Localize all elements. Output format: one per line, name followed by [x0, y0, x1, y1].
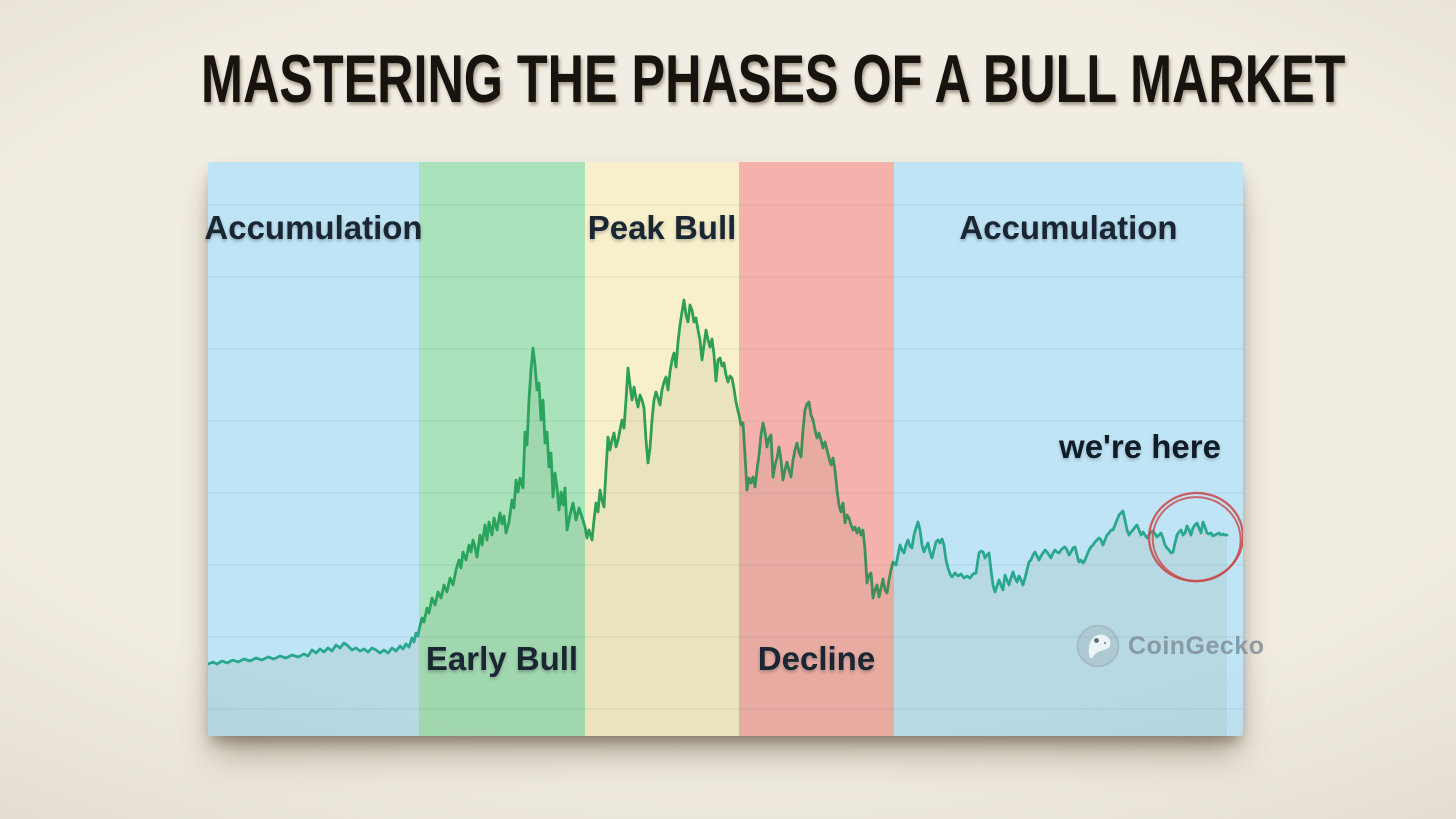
price-chart-svg — [208, 162, 1243, 736]
coingecko-wordmark: CoinGecko — [1128, 631, 1265, 660]
band-early-bull-1 — [419, 162, 585, 736]
coingecko-logo-icon — [1076, 624, 1120, 668]
price-line-early-bull-1 — [419, 346, 585, 637]
price-area-fill — [208, 300, 1227, 736]
band-accumulation-0 — [208, 162, 419, 736]
were-here-label: we're here — [1059, 428, 1221, 465]
phase-label-accumulation-4: Accumulation — [959, 209, 1178, 246]
price-line-decline-3 — [739, 400, 894, 600]
phase-label-accumulation-0: Accumulation — [204, 209, 423, 246]
chart-card: we're here CoinGecko Accumulation Early B… — [204, 162, 1264, 736]
band-decline-3 — [739, 162, 894, 736]
were-here-circle-icon-inner — [1151, 496, 1242, 583]
price-line-accumulation-4 — [894, 509, 1229, 594]
title-wrap: MASTERING THE PHASES OF A BULL MARKET — [0, 42, 1456, 117]
page-title: MASTERING THE PHASES OF A BULL MARKET — [201, 41, 1346, 117]
phase-label-decline-3: Decline — [757, 640, 876, 677]
phase-label-peak-bull-2: Peak Bull — [587, 209, 737, 246]
band-accumulation-4 — [894, 162, 1243, 736]
coingecko-watermark: CoinGecko — [1076, 624, 1264, 668]
phase-label-early-bull-1: Early Bull — [425, 640, 579, 677]
